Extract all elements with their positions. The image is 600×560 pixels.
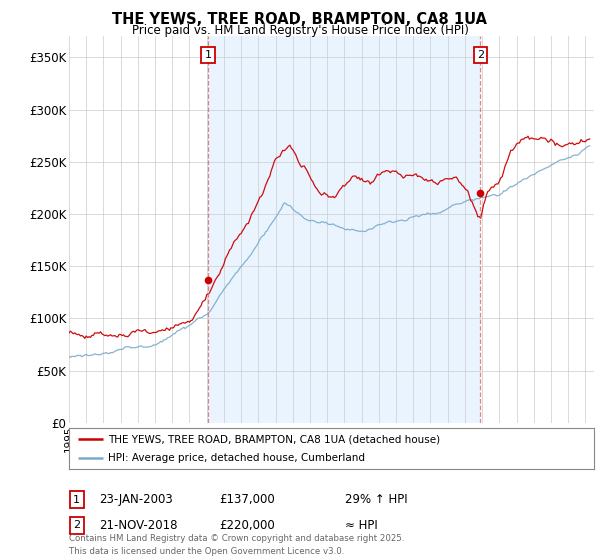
Text: 1: 1 bbox=[205, 50, 211, 60]
Bar bbox=[208, 36, 481, 423]
Text: 21-NOV-2018: 21-NOV-2018 bbox=[99, 519, 178, 532]
Text: THE YEWS, TREE ROAD, BRAMPTON, CA8 1UA: THE YEWS, TREE ROAD, BRAMPTON, CA8 1UA bbox=[113, 12, 487, 27]
Text: THE YEWS, TREE ROAD, BRAMPTON, CA8 1UA (detached house): THE YEWS, TREE ROAD, BRAMPTON, CA8 1UA (… bbox=[109, 435, 440, 444]
Text: 2: 2 bbox=[477, 50, 484, 60]
Text: Price paid vs. HM Land Registry's House Price Index (HPI): Price paid vs. HM Land Registry's House … bbox=[131, 24, 469, 37]
Text: 1: 1 bbox=[73, 494, 80, 505]
Text: 2: 2 bbox=[73, 520, 80, 530]
Text: £220,000: £220,000 bbox=[219, 519, 275, 532]
Text: 23-JAN-2003: 23-JAN-2003 bbox=[99, 493, 173, 506]
Text: 29% ↑ HPI: 29% ↑ HPI bbox=[345, 493, 407, 506]
Text: HPI: Average price, detached house, Cumberland: HPI: Average price, detached house, Cumb… bbox=[109, 453, 365, 463]
Text: ≈ HPI: ≈ HPI bbox=[345, 519, 378, 532]
Text: £137,000: £137,000 bbox=[219, 493, 275, 506]
Text: Contains HM Land Registry data © Crown copyright and database right 2025.
This d: Contains HM Land Registry data © Crown c… bbox=[69, 534, 404, 556]
